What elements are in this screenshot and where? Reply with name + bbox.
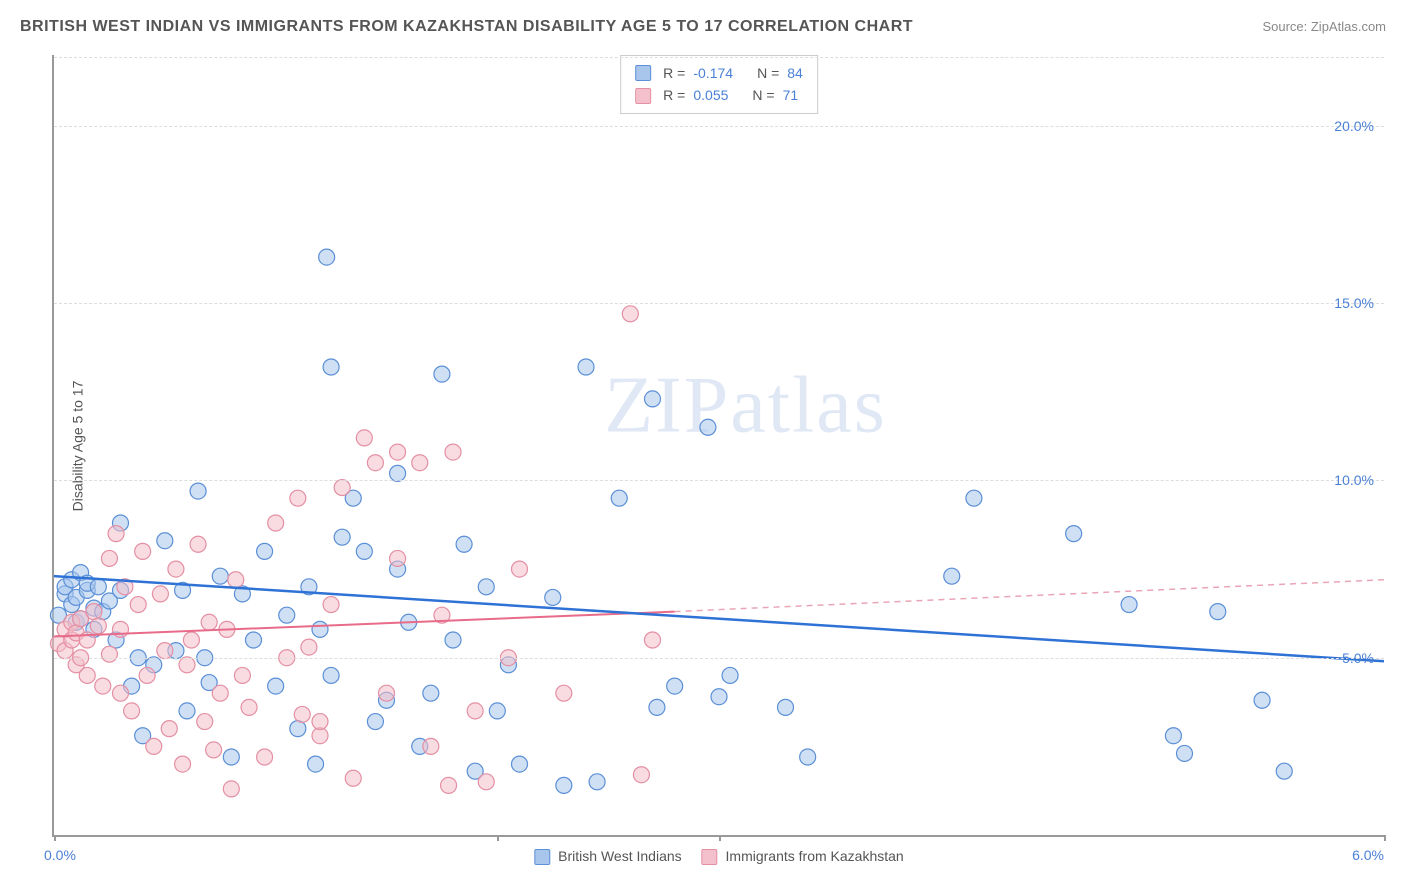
source-credit: Source: ZipAtlas.com	[1262, 19, 1386, 34]
stats-row-1: R = -0.174 N = 84	[635, 62, 803, 84]
legend-square-pink-icon	[702, 849, 718, 865]
scatter-chart: ZIPatlas R = -0.174 N = 84 R = 0.055 N =…	[52, 55, 1384, 837]
stats-row-2: R = 0.055 N = 71	[635, 84, 803, 106]
legend-item-1: British West Indians	[534, 848, 681, 865]
legend-square-blue	[635, 65, 651, 81]
x-axis-max-label: 6.0%	[1352, 847, 1384, 863]
bottom-legend: British West Indians Immigrants from Kaz…	[534, 848, 903, 865]
x-axis-origin-label: 0.0%	[44, 847, 76, 863]
legend-square-blue-icon	[534, 849, 550, 865]
stats-legend-box: R = -0.174 N = 84 R = 0.055 N = 71	[620, 55, 818, 114]
legend-square-pink	[635, 88, 651, 104]
legend-item-2: Immigrants from Kazakhstan	[702, 848, 904, 865]
plot-svg	[54, 55, 1384, 835]
chart-title: BRITISH WEST INDIAN VS IMMIGRANTS FROM K…	[20, 18, 913, 36]
chart-header: BRITISH WEST INDIAN VS IMMIGRANTS FROM K…	[20, 18, 1386, 36]
